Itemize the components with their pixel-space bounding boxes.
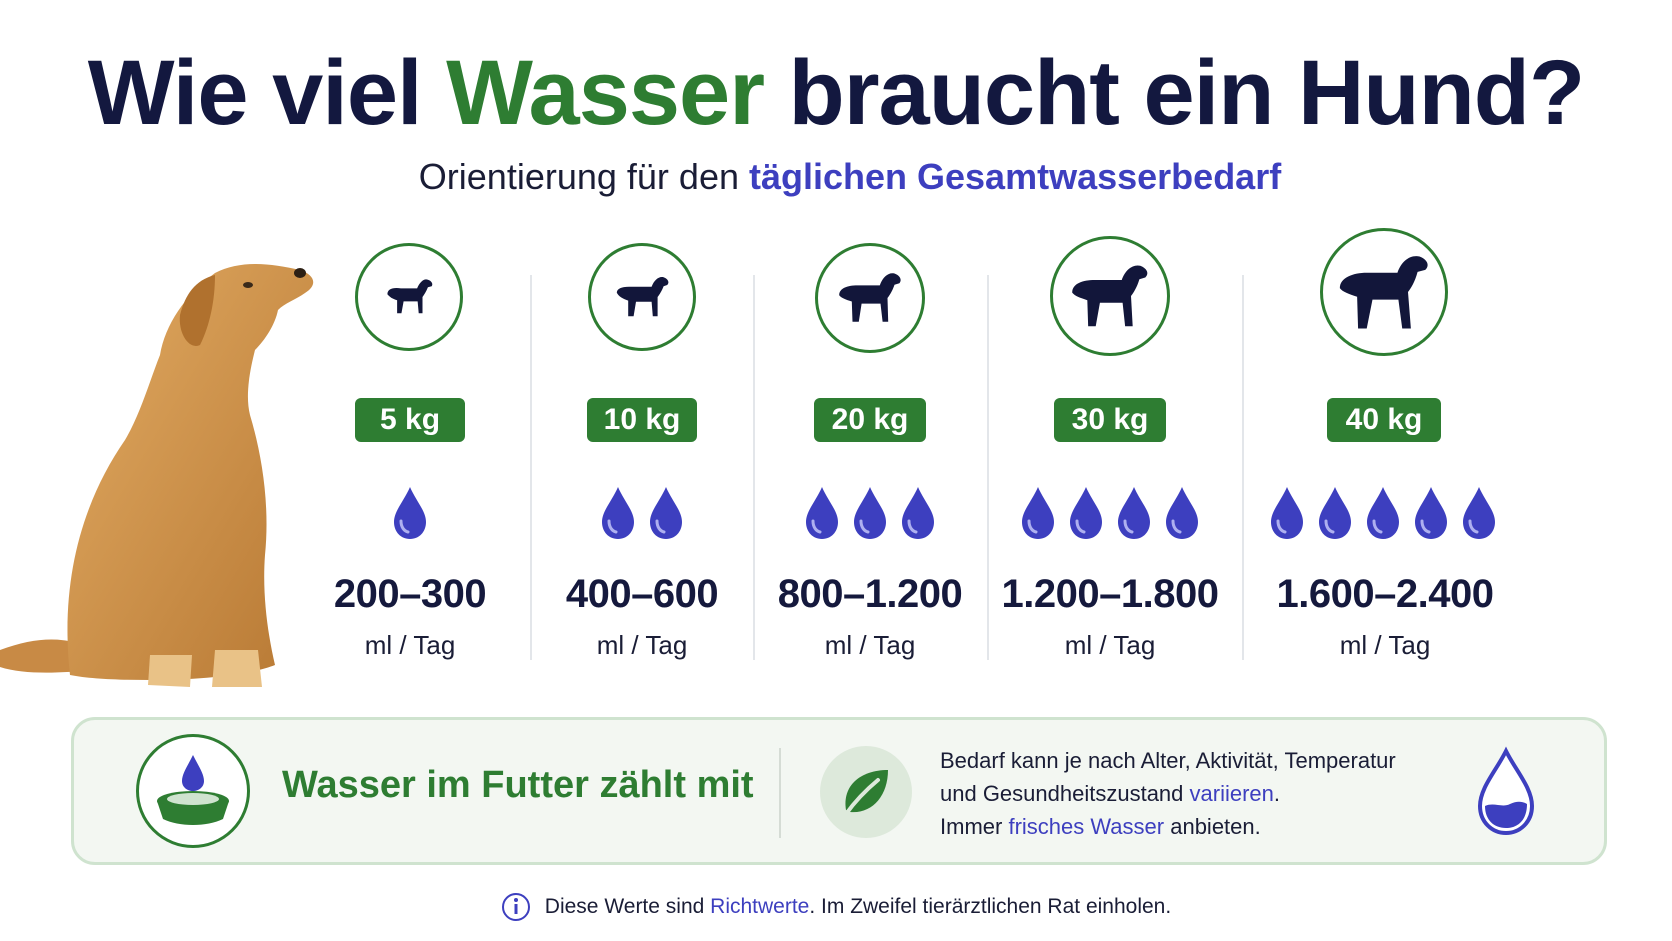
food-bowl-icon — [157, 755, 229, 825]
subtitle-part1: Orientierung für den — [418, 156, 749, 197]
dog-size-icon-5kg — [355, 243, 463, 351]
dog-size-icon-20kg — [815, 243, 925, 353]
page-subtitle: Orientierung für den täglichen Gesamtwas… — [0, 152, 1672, 202]
dog-photo — [0, 264, 314, 687]
unit-30kg: ml / Tag — [1064, 630, 1156, 660]
water-value-40kg: 1.600–2.400 — [1276, 572, 1494, 616]
footer-text-c: . Im Zweifel tierärztlichen Rat einholen… — [809, 895, 1172, 918]
water-drop-icon — [1367, 487, 1399, 539]
column-divider — [753, 275, 755, 660]
leaf-circle — [820, 746, 912, 838]
weight-badge-20kg: 20 kg — [814, 398, 926, 442]
drops-40kg — [1265, 485, 1501, 545]
water-drop-icon — [394, 487, 426, 539]
column-divider — [987, 275, 989, 660]
footer-text: Diese Werte sind Richtwerte. Im Zweifel … — [545, 895, 1171, 919]
note-line-2b: variieren — [1189, 781, 1274, 806]
water-drop-icon — [1070, 487, 1102, 539]
unit-40kg: ml / Tag — [1339, 630, 1431, 660]
note-line-3: Immer frisches Wasser anbieten. — [940, 810, 1440, 843]
water-drop-icon — [806, 487, 838, 539]
water-drop-icon — [854, 487, 886, 539]
water-drop-icon — [1415, 487, 1447, 539]
dog-icon-10kg — [616, 276, 669, 317]
note-line-3b: frisches Wasser — [1008, 814, 1165, 839]
water-drop-icon — [1022, 487, 1054, 539]
water-drop-icon — [602, 487, 634, 539]
note-line-2a: und Gesundheitszustand — [940, 781, 1190, 806]
dog-size-icon-10kg — [588, 243, 696, 351]
info-box: Wasser im Futter zählt mit Bedarf kann j… — [71, 717, 1607, 865]
water-drop-icon — [1118, 487, 1150, 539]
column-divider — [530, 275, 532, 660]
food-water-text: Wasser im Futter zählt mit — [282, 764, 754, 806]
dog-size-icon-40kg — [1320, 228, 1448, 356]
title-part2: braucht ein Hund? — [764, 42, 1586, 144]
footer-note: Diese Werte sind Richtwerte. Im Zweifel … — [0, 892, 1672, 922]
small-dog-icon — [387, 279, 433, 314]
dog-icon-40kg — [1339, 256, 1428, 329]
water-drop-icon — [650, 487, 682, 539]
water-value-30kg: 1.200–1.800 — [1001, 572, 1219, 616]
unit-10kg: ml / Tag — [596, 630, 688, 660]
page-title: Wie viel Wasser braucht ein Hund? — [0, 38, 1672, 148]
subtitle-highlight: täglichen Gesamtwasserbedarf — [748, 156, 1282, 197]
unit-5kg: ml / Tag — [364, 630, 456, 660]
dog-icon-20kg — [839, 273, 901, 322]
note-line-3c: anbieten. — [1164, 814, 1261, 839]
water-value-5kg: 200–300 — [333, 572, 487, 616]
note-line-3a: Immer — [940, 814, 1009, 839]
weight-badge-10kg: 10 kg — [587, 398, 697, 442]
dog-icon-30kg — [1072, 265, 1148, 327]
water-drop-icon — [1477, 746, 1535, 836]
dog-size-icon-30kg — [1050, 236, 1170, 356]
footer-text-a: Diese Werte sind — [544, 895, 711, 918]
drops-5kg — [355, 485, 465, 545]
drops-10kg — [560, 485, 724, 545]
drops-20kg — [780, 485, 960, 545]
weight-badge-5kg: 5 kg — [355, 398, 465, 442]
water-drop-icon — [1463, 487, 1495, 539]
water-drop-icon — [902, 487, 934, 539]
note-line-2: und Gesundheitszustand variieren. — [940, 777, 1440, 810]
weight-badge-30kg: 30 kg — [1054, 398, 1166, 442]
drops-30kg — [1010, 485, 1210, 545]
note-line-1: Bedarf kann je nach Alter, Aktivität, Te… — [940, 748, 1396, 773]
weight-badge-40kg: 40 kg — [1327, 398, 1441, 442]
bowl-circle — [136, 734, 250, 848]
water-value-10kg: 400–600 — [565, 572, 719, 616]
title-highlight: Wasser — [446, 42, 765, 144]
note-line-2c: . — [1273, 781, 1281, 806]
info-divider — [779, 748, 781, 838]
water-drop-icon — [1271, 487, 1303, 539]
info-note: Bedarf kann je nach Alter, Aktivität, Te… — [940, 744, 1440, 843]
title-part1: Wie viel — [87, 42, 447, 144]
water-value-20kg: 800–1.200 — [777, 572, 963, 616]
water-drop-icon — [1166, 487, 1198, 539]
footer-text-b: Richtwerte — [710, 895, 810, 918]
info-icon — [501, 893, 530, 921]
water-drop-icon — [1319, 487, 1351, 539]
leaf-icon — [844, 770, 888, 816]
unit-20kg: ml / Tag — [824, 630, 916, 660]
column-divider — [1242, 275, 1244, 660]
